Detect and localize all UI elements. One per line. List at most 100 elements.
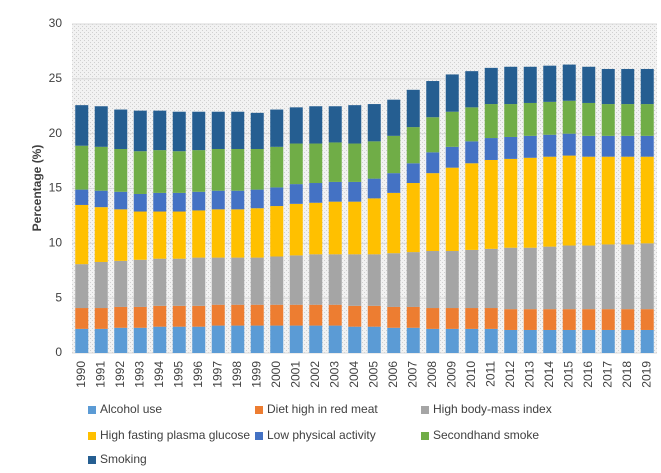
bar-segment	[75, 328, 89, 353]
x-tick-label: 2015	[561, 361, 575, 388]
x-tick-label: 2016	[581, 361, 595, 388]
bar-segment	[75, 264, 89, 309]
bar-segment	[231, 111, 245, 150]
bar-segment	[309, 183, 323, 203]
bar-segment	[582, 102, 596, 136]
bar-segment	[367, 326, 381, 353]
bar-segment	[289, 255, 303, 305]
bar-segment	[387, 192, 401, 254]
x-tick-label: 2013	[522, 361, 536, 388]
bar-segment	[465, 249, 479, 309]
bar-segment	[328, 106, 342, 143]
bar-segment	[231, 257, 245, 305]
bar-segment	[445, 111, 459, 147]
bar-segment	[348, 326, 362, 353]
bar-segment	[270, 109, 284, 147]
bar-segment	[94, 190, 108, 208]
bar-segment	[172, 211, 186, 259]
bar-segment	[582, 156, 596, 246]
bar-segment	[523, 309, 537, 330]
bar-segment	[640, 104, 654, 136]
bar-segment	[426, 308, 440, 329]
bar-segment	[601, 68, 615, 105]
bar-segment	[94, 207, 108, 262]
bar-segment	[426, 251, 440, 309]
bar-segment	[543, 329, 557, 353]
bar-segment	[543, 246, 557, 310]
x-tick-label: 2001	[288, 361, 302, 388]
legend-label: High fasting plasma glucose	[100, 428, 250, 442]
legend-label: Smoking	[100, 452, 147, 466]
bar-segment	[250, 325, 264, 353]
bar-segment	[504, 247, 518, 310]
bar-segment	[270, 187, 284, 207]
bar-segment	[426, 173, 440, 252]
bar-segment	[426, 117, 440, 153]
bar-segment	[523, 135, 537, 158]
x-tick-label: 1991	[93, 361, 107, 388]
x-tick-label: 2004	[347, 361, 361, 388]
bar-segment	[172, 151, 186, 193]
bar-segment	[133, 151, 147, 194]
bar-segment	[231, 325, 245, 353]
bar-segment	[231, 209, 245, 258]
bar-segment	[406, 89, 420, 128]
bar-segment	[562, 64, 576, 101]
bar-segment	[484, 308, 498, 329]
bar-segment	[153, 150, 167, 193]
bar-segment	[231, 304, 245, 326]
bar-segment	[133, 306, 147, 328]
legend-label: Diet high in red meat	[267, 402, 378, 416]
bar-segment	[445, 167, 459, 252]
bar-segment	[387, 99, 401, 136]
bar-segment	[523, 66, 537, 103]
bar-segment	[94, 261, 108, 309]
bar-segment	[582, 329, 596, 353]
legend-swatch	[88, 406, 96, 414]
bar-segment	[562, 100, 576, 134]
legend-swatch	[88, 456, 96, 464]
bar-segment	[192, 257, 206, 306]
bar-segment	[621, 329, 635, 353]
bar-segment	[367, 254, 381, 306]
bar-segment	[211, 209, 225, 258]
bar-segment	[406, 163, 420, 184]
y-tick-label: 0	[55, 345, 62, 359]
bar-segment	[270, 146, 284, 188]
bar-segment	[114, 327, 128, 353]
bar-segment	[367, 198, 381, 255]
bar-segment	[406, 327, 420, 353]
bar-segment	[250, 189, 264, 209]
bar-segment	[289, 203, 303, 256]
x-tick-label: 2011	[483, 361, 497, 387]
bar-segment	[289, 107, 303, 144]
bar-segment	[367, 104, 381, 142]
bar-segment	[387, 327, 401, 353]
x-tick-label: 2014	[542, 361, 556, 388]
bar-segment	[348, 105, 362, 144]
bar-segment	[367, 305, 381, 327]
bar-segment	[114, 306, 128, 328]
y-tick-label: 20	[49, 126, 63, 140]
y-tick-label: 25	[49, 71, 63, 85]
bar-segment	[504, 136, 518, 159]
bar-segment	[523, 247, 537, 310]
bar-segment	[621, 135, 635, 157]
bar-segment	[406, 183, 420, 253]
bar-segment	[348, 181, 362, 202]
bar-segment	[192, 305, 206, 327]
x-tick-label: 2017	[600, 361, 614, 388]
bar-segment	[562, 155, 576, 246]
bar-segment	[231, 190, 245, 210]
bar-segment	[504, 66, 518, 105]
bar-segment	[328, 304, 342, 326]
bar-segment	[387, 306, 401, 328]
bar-segment	[504, 104, 518, 137]
bar-segment	[270, 206, 284, 257]
bar-segment	[445, 328, 459, 353]
bar-segment	[94, 106, 108, 147]
bar-segment	[94, 328, 108, 353]
bar-segment	[523, 102, 537, 136]
bar-segment	[504, 329, 518, 353]
x-tick-label: 1995	[171, 361, 185, 388]
